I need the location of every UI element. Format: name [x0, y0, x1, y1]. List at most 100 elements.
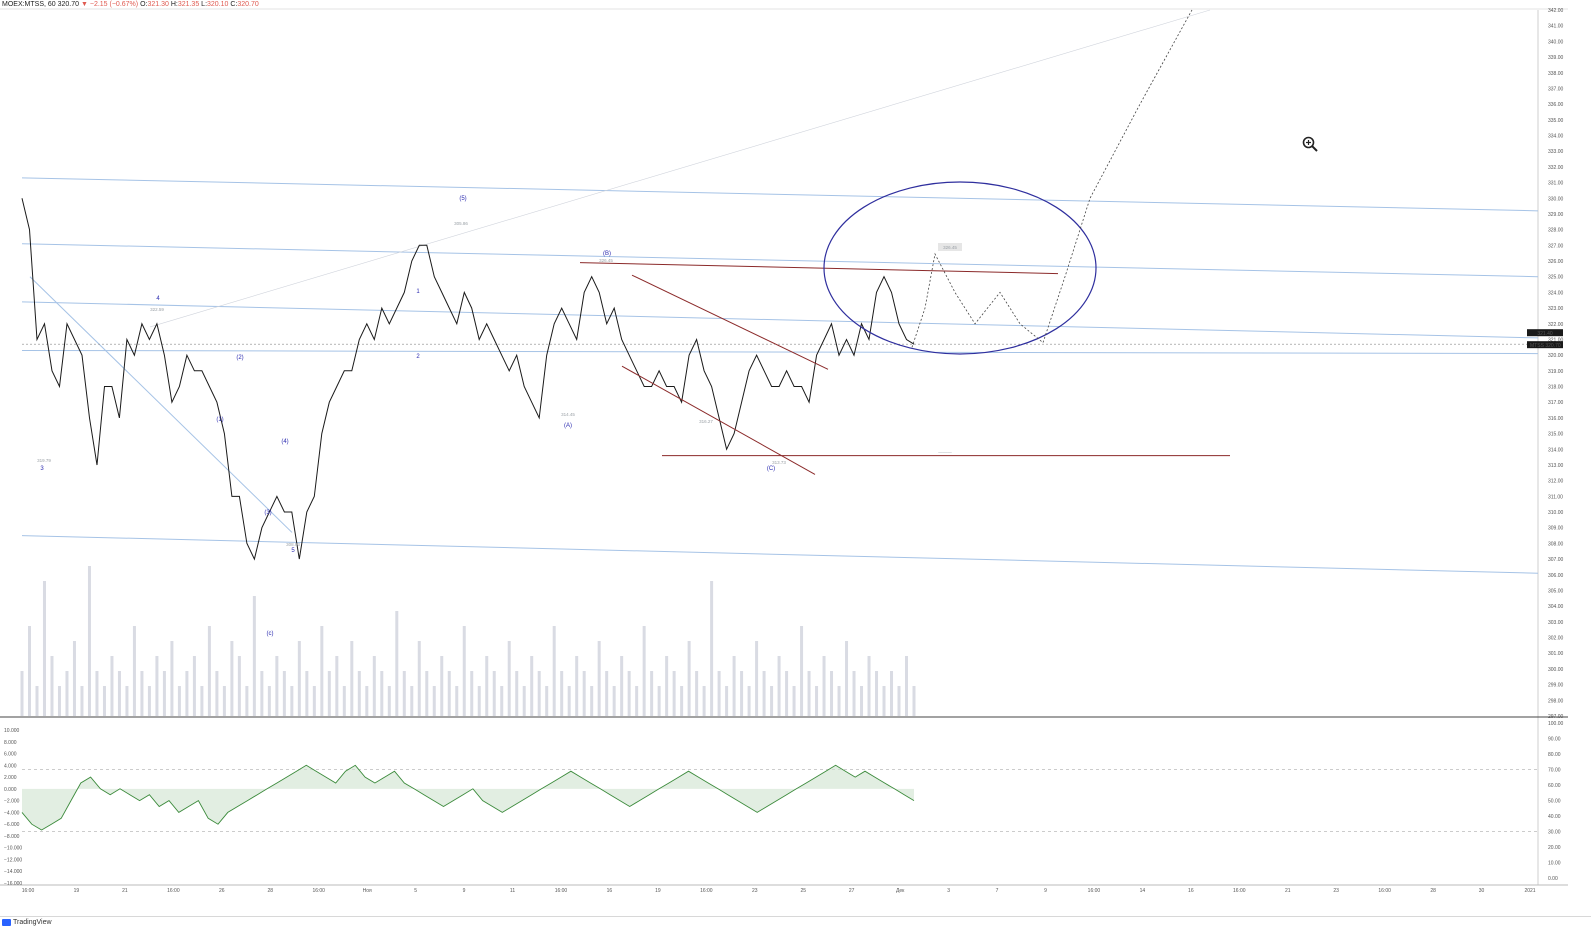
price-tick-43: 299.00: [1548, 683, 1564, 689]
price-tick-36: 306.00: [1548, 573, 1564, 579]
price-tick-20: 322.00: [1548, 322, 1564, 328]
channel-line-4: [21, 535, 1539, 574]
volume-bar-100: [770, 686, 774, 716]
volume-bar-107: [822, 656, 826, 716]
volume-bar-50: [395, 611, 399, 716]
time-tick-21: 9: [1044, 888, 1047, 894]
header-part-6: 321.35: [178, 1, 201, 8]
volume-bar-14: [125, 686, 129, 716]
volume-bar-103: [792, 686, 796, 716]
time-tick-17: 27: [849, 888, 855, 894]
trend-line-1: [631, 274, 829, 370]
volume-bar-81: [627, 671, 631, 716]
time-tick-4: 26: [219, 888, 225, 894]
osc-left-tick-13: −16.000: [4, 881, 22, 887]
volume-bar-112: [860, 686, 864, 716]
volume-bar-79: [612, 686, 616, 716]
volume-bar-116: [890, 671, 894, 716]
time-tick-29: 28: [1430, 888, 1436, 894]
volume-bar-45: [357, 671, 361, 716]
volume-bar-102: [785, 671, 789, 716]
price-label-2: 308.93: [286, 542, 300, 547]
osc-left-tick-6: −2.000: [4, 799, 20, 805]
price-tick-29: 313.00: [1548, 463, 1564, 469]
volume-bar-39: [312, 686, 316, 716]
header-part-7: L:: [201, 1, 207, 8]
price-tick-17: 325.00: [1548, 275, 1564, 281]
volume-bar-35: [282, 671, 286, 716]
volume-bar-11: [102, 686, 106, 716]
time-tick-1: 19: [74, 888, 80, 894]
price-label-6: 326.45: [599, 258, 613, 263]
wave-label-0: 3: [40, 466, 44, 472]
volume-bar-10: [95, 671, 99, 716]
forecast-path: [911, 9, 1193, 348]
price-tick-1: 341.00: [1548, 24, 1564, 30]
osc-left-tick-4: 2.000: [4, 775, 17, 781]
time-tick-3: 16:00: [167, 888, 180, 894]
volume-bar-53: [417, 641, 421, 716]
time-tick-9: 9: [463, 888, 466, 894]
volume-bar-29: [237, 656, 241, 716]
volume-bar-2: [35, 686, 39, 716]
tradingview-brand[interactable]: TradingView: [13, 919, 52, 926]
volume-bar-19: [162, 671, 166, 716]
volume-bar-108: [830, 671, 834, 716]
volume-bar-26: [215, 671, 219, 716]
price-tick-21: 321.00: [1548, 337, 1564, 343]
time-tick-8: 5: [414, 888, 417, 894]
volume-bar-118: [905, 656, 909, 716]
volume-bar-23: [192, 656, 196, 716]
volume-bar-72: [560, 671, 564, 716]
volume-bar-96: [740, 671, 744, 716]
header-part-10: 320.70: [237, 1, 259, 8]
zoom-in-icon[interactable]: [1302, 136, 1318, 152]
time-tick-25: 16:00: [1233, 888, 1246, 894]
chart-header: MOEX:MTSS, 60 320.70 ▼ −2.15 (−0.67%) O:…: [2, 1, 259, 8]
volume-bar-48: [380, 671, 384, 716]
volume-bar-74: [575, 656, 579, 716]
wave-label-5: (3): [264, 510, 271, 516]
footer-bar: TradingView: [0, 916, 1591, 930]
volume-bar-71: [552, 626, 556, 716]
price-label-4: 314.45: [561, 412, 575, 417]
time-tick-26: 21: [1285, 888, 1291, 894]
volume-bar-104: [800, 626, 804, 716]
tradingview-logo-icon[interactable]: [2, 919, 11, 926]
target-label: 326.45: [943, 245, 957, 250]
volume-bar-47: [372, 656, 376, 716]
price-tick-31: 311.00: [1548, 494, 1563, 500]
osc-right-tick-0: 100.00: [1548, 721, 1564, 727]
wave-label-1: 4: [156, 296, 160, 302]
volume-bar-117: [897, 686, 901, 716]
time-tick-20: 7: [996, 888, 999, 894]
volume-bar-44: [350, 641, 354, 716]
price-tick-6: 336.00: [1548, 102, 1564, 108]
volume-bar-83: [642, 626, 646, 716]
header-part-5: H:: [171, 1, 178, 8]
volume-bar-6: [65, 671, 69, 716]
volume-bar-58: [455, 686, 459, 716]
time-tick-5: 28: [267, 888, 273, 894]
volume-bar-67: [522, 686, 526, 716]
volume-bar-60: [470, 671, 474, 716]
header-part-4: 321.30: [147, 1, 170, 8]
price-tick-25: 317.00: [1548, 400, 1564, 406]
support-label: ———: [938, 450, 952, 455]
osc-right-tick-3: 70.00: [1548, 768, 1561, 774]
volume-bar-43: [342, 686, 346, 716]
osc-left-tick-1: 8.000: [4, 740, 17, 746]
price-tick-28: 314.00: [1548, 447, 1564, 453]
volume-bar-106: [815, 686, 819, 716]
price-tick-10: 332.00: [1548, 165, 1564, 171]
osc-left-tick-0: 10.000: [4, 728, 20, 734]
price-label-5: 316.27: [699, 419, 713, 424]
volume-bar-42: [335, 656, 339, 716]
last-price-tag: [1527, 341, 1563, 349]
time-tick-7: Ноя: [363, 888, 372, 894]
volume-bar-68: [530, 656, 534, 716]
trend-line-0: [579, 262, 1059, 275]
volume-bar-87: [672, 671, 676, 716]
volume-bar-101: [777, 656, 781, 716]
